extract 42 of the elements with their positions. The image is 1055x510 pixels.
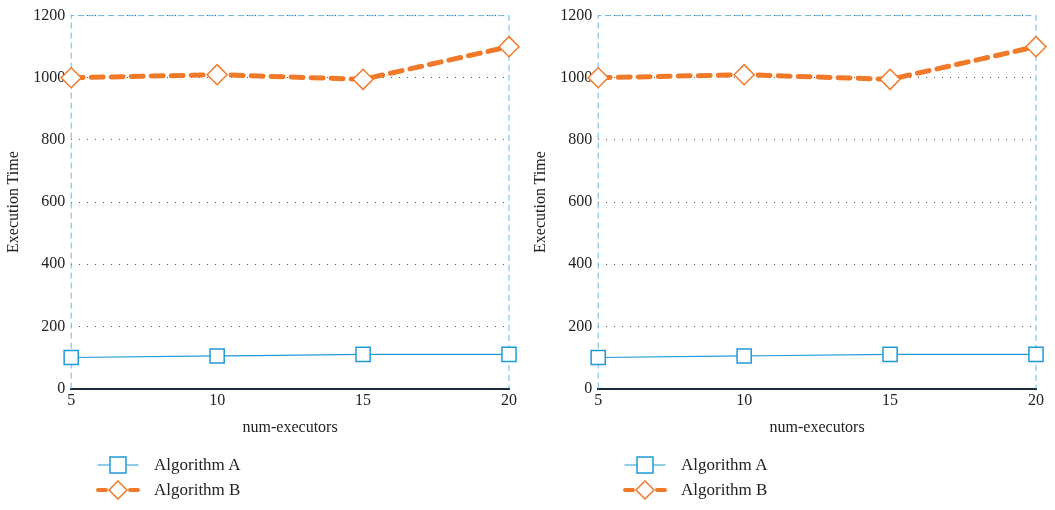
- x-axis-title: num-executors: [242, 417, 338, 435]
- y-axis-title: Execution Time: [3, 151, 21, 253]
- legend-label: Algorithm B: [681, 479, 768, 501]
- x-tick-label: 10: [209, 391, 226, 409]
- y-tick-label: 1200: [560, 5, 593, 23]
- y-axis-title: Execution Time: [530, 151, 548, 253]
- point: [501, 346, 517, 363]
- x-tick-label: 15: [355, 391, 372, 409]
- y-tick-label: 600: [41, 192, 66, 210]
- point: [206, 63, 228, 86]
- y-tick-label: 200: [41, 316, 66, 334]
- y-tick-label: 1200: [33, 5, 66, 23]
- y-tick-label: 200: [568, 316, 593, 334]
- y-tick-label: 400: [41, 254, 66, 272]
- x-tick-label: 5: [67, 391, 76, 409]
- y-tick-label: 800: [568, 130, 593, 148]
- x-tick-label: 20: [501, 391, 517, 409]
- x-tick-label: 5: [594, 391, 603, 409]
- x-tick-label: 20: [1028, 391, 1044, 409]
- y-tick-label: 0: [57, 378, 66, 396]
- point: [1028, 346, 1044, 363]
- point: [498, 35, 520, 58]
- legend-label: Algorithm A: [681, 454, 768, 476]
- x-tick-label: 10: [736, 391, 753, 409]
- y-tick-label: 0: [584, 378, 593, 396]
- y-tick-label: 800: [41, 130, 66, 148]
- point: [1025, 35, 1047, 58]
- point: [733, 63, 755, 86]
- point: [209, 348, 225, 364]
- point: [355, 346, 371, 363]
- legend-label: Algorithm A: [154, 454, 241, 476]
- x-tick-label: 15: [882, 391, 899, 409]
- y-tick-label: 400: [568, 254, 593, 272]
- legend-label: Algorithm B: [154, 479, 241, 501]
- y-tick-label: 600: [568, 192, 593, 210]
- point: [63, 349, 80, 366]
- point: [736, 348, 752, 364]
- point: [352, 68, 374, 91]
- point: [879, 68, 901, 91]
- x-axis-title: num-executors: [769, 417, 865, 435]
- point: [590, 349, 607, 366]
- point: [882, 346, 898, 363]
